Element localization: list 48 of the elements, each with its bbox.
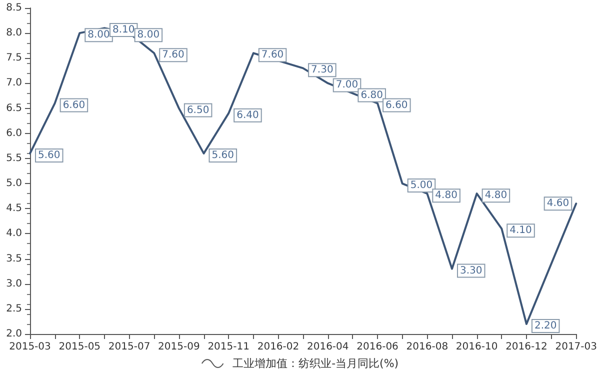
data-label: 5.60 xyxy=(38,150,60,161)
y-tick-label: 7.5 xyxy=(6,52,22,64)
y-tick-label: 5.5 xyxy=(6,152,22,164)
y-tick-label: 8.0 xyxy=(6,28,22,39)
x-tick-label: 2016-02 xyxy=(257,342,300,352)
x-tick-label: 2016-12 xyxy=(506,342,548,352)
data-label: 6.50 xyxy=(186,104,210,116)
data-label: 4.60 xyxy=(546,198,570,210)
y-tick-label: 2.5 xyxy=(6,303,22,314)
y-tick-label: 4.0 xyxy=(6,228,22,240)
x-tick-label: 2015-03 xyxy=(9,342,51,352)
y-tick-label: 7.0 xyxy=(6,78,22,89)
y-tick-label: 3.0 xyxy=(6,278,22,290)
x-tick-label: 2016-06 xyxy=(356,342,398,352)
data-label: 7.00 xyxy=(336,80,358,91)
x-tick-label: 2015-05 xyxy=(58,342,101,352)
data-label: 7.60 xyxy=(261,50,284,61)
data-label: 8.00 xyxy=(137,30,160,41)
data-label: 6.80 xyxy=(360,90,383,101)
data-label: 4.80 xyxy=(484,190,508,202)
y-tick-label: 4.5 xyxy=(6,203,22,214)
x-tick-label: 2015-11 xyxy=(208,342,250,352)
y-tick-label: 5.0 xyxy=(6,178,22,190)
data-label: 7.60 xyxy=(162,50,184,61)
text: 工业增加值：纺织业-当月同比(%) xyxy=(232,357,399,370)
x-tick-label: 2016-04 xyxy=(306,342,349,352)
x-tick-label: 2017-03 xyxy=(555,342,598,352)
data-label: 4.80 xyxy=(435,190,458,202)
x-tick-label: 2015-09 xyxy=(158,342,200,352)
data-label: 2.20 xyxy=(534,320,557,332)
y-tick-label: 8.5 xyxy=(6,2,22,14)
y-tick-label: 6.0 xyxy=(6,128,22,139)
data-label: 4.10 xyxy=(510,225,532,236)
data-label: 7.30 xyxy=(311,64,334,76)
x-tick-label: 2016-10 xyxy=(456,342,498,352)
data-label: 6.60 xyxy=(386,100,408,111)
data-label: 8.10 xyxy=(112,24,135,36)
data-label: 8.00 xyxy=(88,30,110,41)
x-tick-label: 2016-08 xyxy=(406,342,448,352)
y-tick-label: 3.5 xyxy=(6,253,22,264)
y-tick-label: 6.5 xyxy=(6,102,22,114)
data-label: 5.00 xyxy=(410,180,433,192)
data-label: 6.40 xyxy=(236,110,259,121)
y-tick-label: 2.0 xyxy=(6,328,22,340)
data-label: 3.30 xyxy=(460,265,482,276)
data-label: 5.60 xyxy=(212,150,234,161)
data-label: 6.60 xyxy=(62,100,86,111)
x-tick-label: 2015-07 xyxy=(108,342,150,352)
